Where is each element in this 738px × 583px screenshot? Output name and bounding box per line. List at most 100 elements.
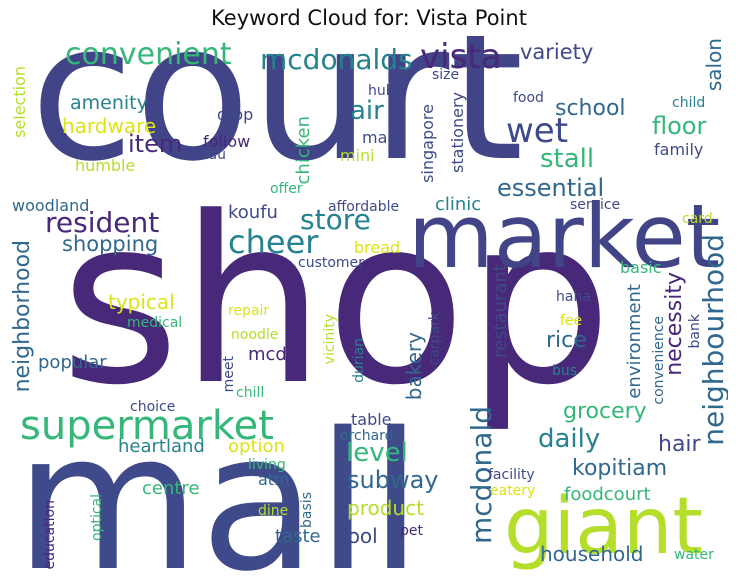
word-drop: drop <box>217 105 254 124</box>
word-grocery: grocery <box>563 399 647 424</box>
word-singapore: singapore <box>418 104 437 183</box>
word-wet: wet <box>506 111 569 151</box>
word-essential: essential <box>497 174 605 202</box>
word-vicinity: vicinity <box>322 314 338 365</box>
word-resident: resident <box>45 206 160 239</box>
word-vista: vista <box>420 37 502 77</box>
word-optical: optical <box>89 494 105 541</box>
word-household: household <box>540 542 644 566</box>
word-kopitiam: kopitiam <box>572 456 668 481</box>
word-facility: facility <box>488 467 535 483</box>
word-atm: atm <box>258 470 290 489</box>
word-option: option <box>228 436 285 457</box>
word-basis: basis <box>299 492 315 528</box>
word-shopping: shopping <box>62 232 159 256</box>
word-water: water <box>674 547 714 563</box>
word-air: air <box>350 96 384 126</box>
word-medical: medical <box>127 315 183 331</box>
word-cheer: cheer <box>228 223 319 261</box>
word-item: item <box>128 130 183 158</box>
word-table: table <box>351 410 392 429</box>
word-bakery: bakery <box>402 332 426 401</box>
word-eatery: eatery <box>490 483 536 499</box>
word-meet: meet <box>221 356 237 393</box>
word-haha: haha <box>556 289 591 305</box>
word-tau: tau <box>203 147 226 163</box>
word-store: store <box>300 203 371 236</box>
word-market: market <box>408 185 721 288</box>
word-typical: typical <box>108 290 175 314</box>
word-cloud: court shop mall market giant supermarket… <box>10 36 728 577</box>
word-service: service <box>570 197 621 213</box>
word-court: court <box>30 36 524 203</box>
word-neighbourhood: neighbourhood <box>697 234 728 446</box>
word-level: level <box>346 438 408 468</box>
word-repair: repair <box>228 303 270 319</box>
word-giant: giant <box>504 482 703 572</box>
word-card: card <box>682 211 713 227</box>
word-necessity: necessity <box>662 272 687 376</box>
word-floor: floor <box>652 112 707 140</box>
word-child: child <box>672 95 706 111</box>
word-basic: basic <box>620 258 662 277</box>
word-daily: daily <box>538 424 601 454</box>
word-offer: offer <box>270 181 303 197</box>
word-chicken: chicken <box>293 116 314 185</box>
word-bank: bank <box>687 314 703 349</box>
word-salon: salon <box>702 38 726 92</box>
word-convenience: convenience <box>651 316 667 405</box>
word-subway: subway <box>347 466 439 494</box>
word-living: living <box>248 457 286 473</box>
word-orchard: orchard <box>340 428 394 444</box>
word-rice: rice <box>546 328 587 353</box>
word-bus: bus <box>552 363 578 379</box>
word-environment: environment <box>624 284 645 399</box>
word-woodland: woodland <box>12 196 90 215</box>
word-mall: mall <box>15 392 423 578</box>
word-hair: hair <box>658 432 701 457</box>
word-pool: pool <box>335 524 378 548</box>
word-dine: dine <box>258 503 289 519</box>
word-customer: customer <box>298 255 364 271</box>
word-family: family <box>654 140 704 159</box>
word-heartland: heartland <box>118 436 205 457</box>
word-stationery: stationery <box>448 92 467 173</box>
word-centre: centre <box>142 478 200 499</box>
word-pet: pet <box>400 523 423 539</box>
word-shop: shop <box>60 169 613 436</box>
word-neighborhood: neighborhood <box>10 240 35 393</box>
word-follow: follow <box>203 132 251 151</box>
word-mcd: mcd <box>248 344 287 365</box>
word-product: product <box>347 496 424 520</box>
word-chill: chill <box>236 385 265 401</box>
word-food: food <box>513 90 544 106</box>
word-mac: mac <box>362 128 397 147</box>
word-carpark: carpark <box>427 312 443 366</box>
word-popular: popular <box>38 352 107 373</box>
word-affordable: affordable <box>328 199 400 215</box>
word-koufu: koufu <box>228 202 278 223</box>
word-stall: stall <box>540 144 595 174</box>
word-foodcourt: foodcourt <box>564 484 651 505</box>
word-supermarket: supermarket <box>20 403 274 449</box>
word-education: education <box>42 500 58 570</box>
word-durian: durian <box>351 338 367 383</box>
word-restaurant: restaurant <box>490 264 511 358</box>
word-fee: fee <box>560 313 583 329</box>
word-noodle: noodle <box>231 327 279 343</box>
word-bread: bread <box>354 238 401 257</box>
word-size: size <box>432 67 460 83</box>
word-mini: mini <box>340 146 375 165</box>
word-hardware: hardware <box>62 114 157 138</box>
word-selection: selection <box>10 66 29 138</box>
word-hub: hub <box>368 83 395 99</box>
word-taste: taste <box>275 526 321 547</box>
word-variety: variety <box>520 40 594 64</box>
word-humble: humble <box>75 156 136 175</box>
word-clinic: clinic <box>435 194 482 215</box>
chart-title: Keyword Cloud for: Vista Point <box>211 6 527 30</box>
word-convenient: convenient <box>65 37 232 72</box>
word-amenity: amenity <box>70 92 148 114</box>
word-school: school <box>555 96 626 121</box>
word-choice: choice <box>130 399 176 415</box>
